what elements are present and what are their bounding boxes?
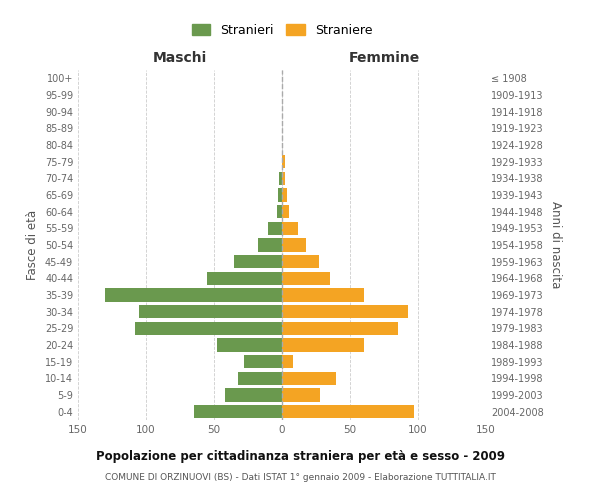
- Bar: [282, 172, 285, 185]
- Bar: [278, 188, 282, 202]
- Bar: [282, 255, 319, 268]
- Bar: [282, 238, 307, 252]
- Bar: [277, 205, 282, 218]
- Y-axis label: Fasce di età: Fasce di età: [26, 210, 39, 280]
- Bar: [207, 272, 282, 285]
- Bar: [225, 388, 282, 402]
- Bar: [282, 305, 409, 318]
- Bar: [139, 305, 282, 318]
- Bar: [244, 355, 282, 368]
- Bar: [282, 222, 298, 235]
- Legend: Stranieri, Straniere: Stranieri, Straniere: [191, 24, 373, 36]
- Bar: [282, 405, 414, 418]
- Text: Popolazione per cittadinanza straniera per età e sesso - 2009: Popolazione per cittadinanza straniera p…: [95, 450, 505, 463]
- Bar: [217, 338, 282, 351]
- Bar: [282, 338, 364, 351]
- Bar: [282, 372, 337, 385]
- Bar: [279, 172, 282, 185]
- Text: Maschi: Maschi: [153, 51, 207, 65]
- Bar: [194, 405, 282, 418]
- Y-axis label: Anni di nascita: Anni di nascita: [549, 202, 562, 288]
- Bar: [235, 255, 282, 268]
- Bar: [105, 288, 282, 302]
- Bar: [282, 322, 398, 335]
- Text: Femmine: Femmine: [349, 51, 419, 65]
- Bar: [135, 322, 282, 335]
- Bar: [268, 222, 282, 235]
- Bar: [282, 272, 329, 285]
- Bar: [282, 155, 285, 168]
- Bar: [282, 288, 364, 302]
- Bar: [282, 355, 293, 368]
- Bar: [282, 188, 287, 202]
- Bar: [257, 238, 282, 252]
- Bar: [282, 205, 289, 218]
- Bar: [282, 388, 320, 402]
- Text: COMUNE DI ORZINUOVI (BS) - Dati ISTAT 1° gennaio 2009 - Elaborazione TUTTITALIA.: COMUNE DI ORZINUOVI (BS) - Dati ISTAT 1°…: [104, 472, 496, 482]
- Bar: [238, 372, 282, 385]
